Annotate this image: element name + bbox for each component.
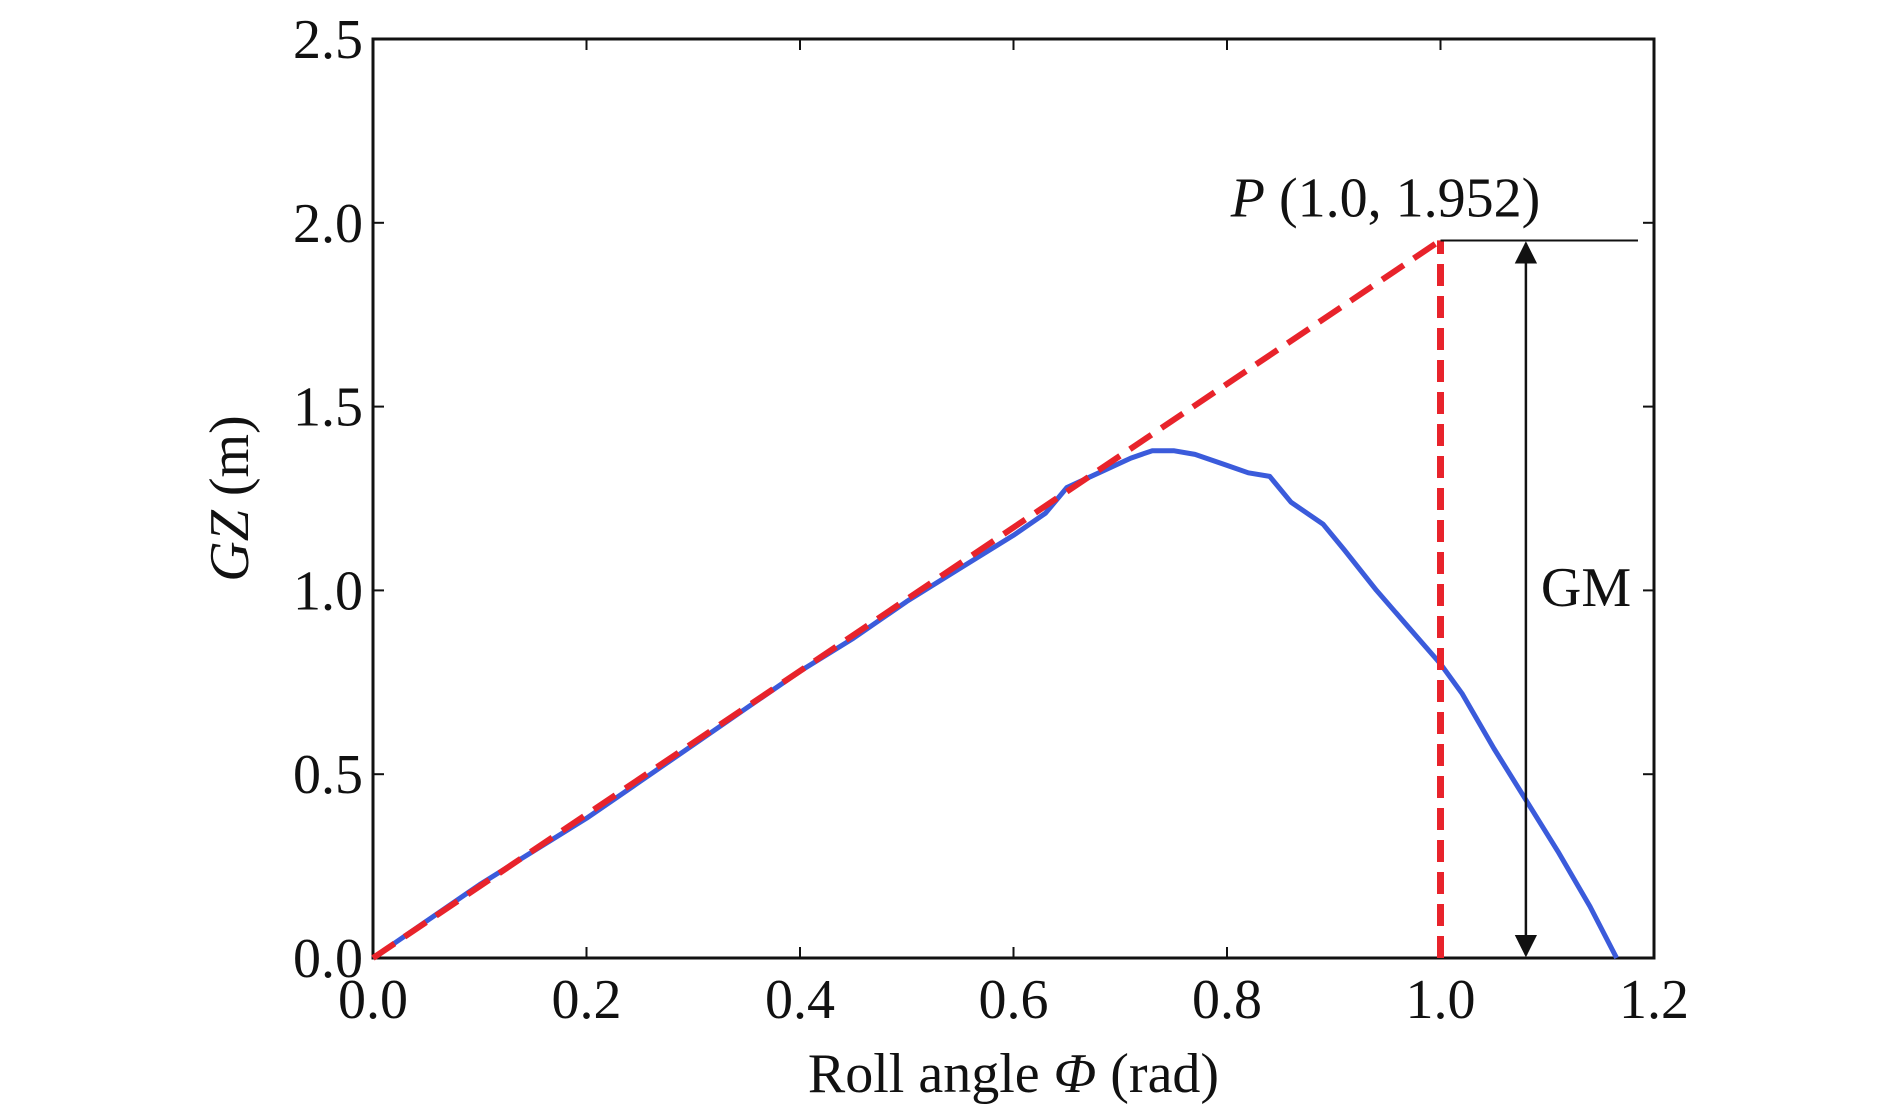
y-tick-label: 2.0 (293, 193, 363, 255)
y-axis-label-symbol: GZ (199, 509, 261, 581)
y-tick-labels: 0.0 0.5 1.0 1.5 2.0 2.5 (293, 9, 363, 990)
x-axis-label-prefix: Roll angle (808, 1043, 1054, 1105)
y-tick-label: 1.0 (293, 560, 363, 622)
dashed-series-line-1 (371, 237, 1443, 961)
y-tick-label: 1.5 (293, 377, 363, 439)
x-tick-label: 0.6 (979, 969, 1049, 1031)
y-axis-label-suffix: (m) (199, 415, 261, 510)
solid-series-line-0 (371, 448, 1619, 961)
x-axis-label-symbol: Φ (1054, 1043, 1097, 1105)
x-tick-label: 0.0 (338, 969, 408, 1031)
x-tick-label: 1.0 (1406, 969, 1476, 1031)
point-p-label: P (1.0, 1.952) (1230, 167, 1541, 229)
x-tick-label: 0.4 (765, 969, 835, 1031)
x-tick-label: 1.2 (1619, 969, 1689, 1031)
y-tick-label: 0.5 (293, 744, 363, 806)
x-axis-label: Roll angle Φ (rad) (808, 1043, 1219, 1105)
x-tick-label: 0.8 (1192, 969, 1262, 1031)
y-tick-label: 2.5 (293, 9, 363, 71)
annotation-layer: P (1.0, 1.952) GM (1230, 167, 1638, 958)
point-p-coords: (1.0, 1.952) (1265, 167, 1540, 229)
gm-label: GM (1541, 557, 1631, 619)
x-tick-label: 0.2 (552, 969, 622, 1031)
series-layer (371, 237, 1619, 961)
y-tick-label: 0.0 (293, 928, 363, 990)
x-tick-labels: 0.0 0.2 0.4 0.6 0.8 1.0 1.2 (338, 969, 1689, 1031)
y-axis-label: GZ (m) (199, 415, 261, 581)
x-axis-label-suffix: (rad) (1096, 1043, 1219, 1105)
point-p-symbol: P (1230, 167, 1265, 229)
tick-marks (372, 38, 1655, 959)
